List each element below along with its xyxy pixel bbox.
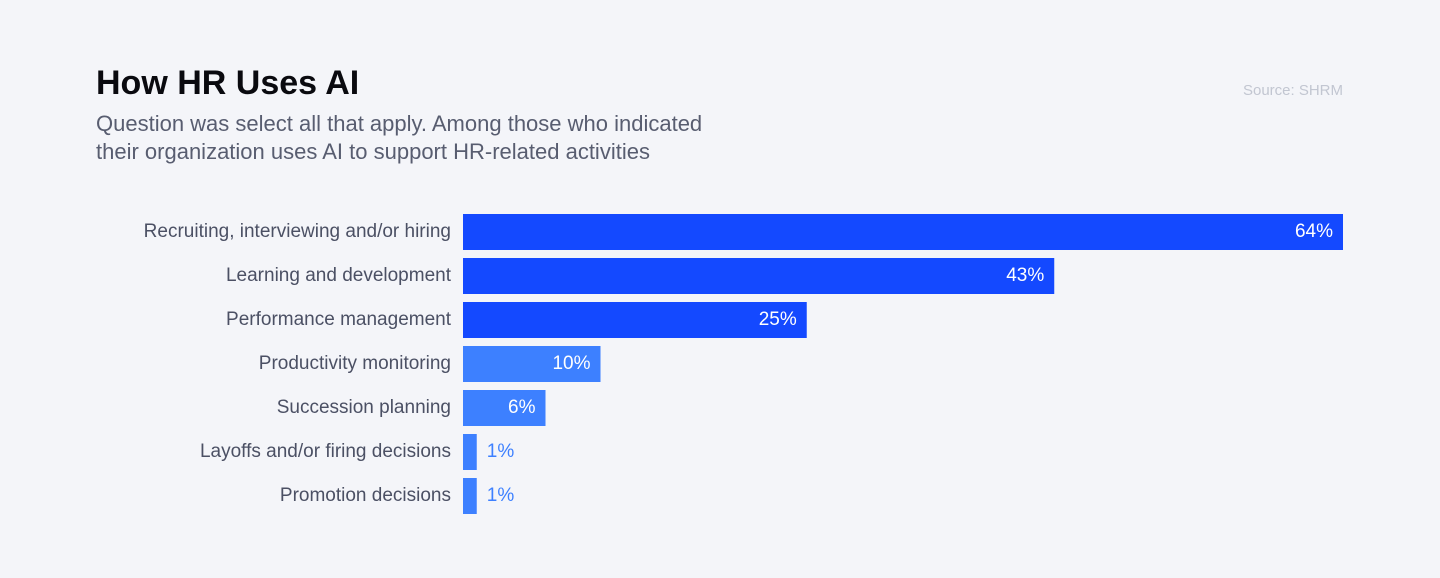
chart-subtitle: their organization uses AI to support HR… (96, 139, 650, 164)
value-label: 1% (487, 441, 515, 462)
category-label: Promotion decisions (280, 485, 451, 506)
value-label: 1% (487, 485, 515, 506)
value-label: 6% (508, 397, 536, 418)
value-label: 25% (759, 309, 797, 330)
category-label: Succession planning (277, 397, 451, 418)
value-label: 43% (1006, 265, 1044, 286)
category-label: Performance management (226, 309, 452, 330)
chart-title: How HR Uses AI (96, 64, 359, 102)
bar (463, 214, 1343, 250)
bar (463, 478, 477, 514)
bar (463, 346, 601, 382)
bar (463, 302, 807, 338)
bar (463, 258, 1055, 294)
category-label: Productivity monitoring (259, 353, 451, 374)
bar (463, 434, 477, 470)
value-label: 64% (1295, 221, 1333, 242)
category-label: Layoffs and/or firing decisions (200, 441, 451, 462)
bar (463, 390, 546, 426)
chart-subtitle: Question was select all that apply. Amon… (96, 111, 702, 136)
category-label: Recruiting, interviewing and/or hiring (144, 221, 451, 242)
category-label: Learning and development (226, 265, 452, 286)
source: Source: SHRM (1243, 82, 1343, 99)
value-label: 10% (552, 353, 590, 374)
